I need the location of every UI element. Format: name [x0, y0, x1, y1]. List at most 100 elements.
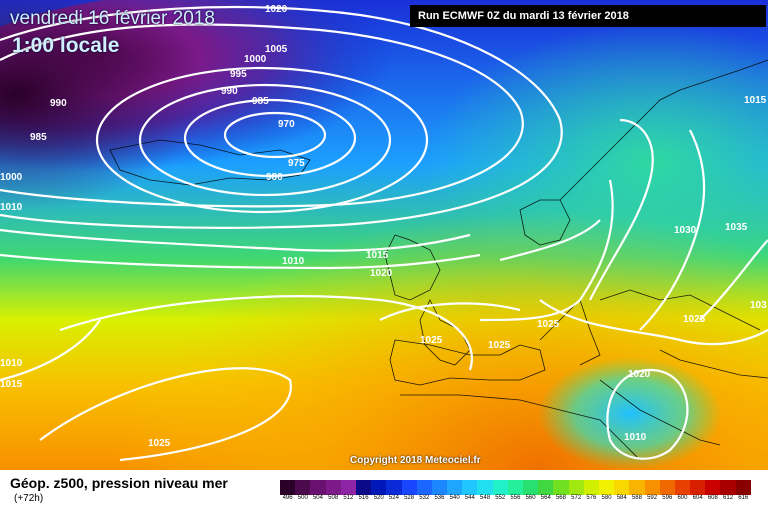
isobar-label: 995 [230, 69, 247, 80]
greece-low-shading [0, 0, 768, 470]
color-legend: 496 500 504 508 512 516 520 524 528 532 536 540 544 5… [280, 480, 751, 501]
isobar-label: 1005 [265, 44, 288, 55]
legend-label: 568 [555, 495, 566, 501]
legend-swatch [629, 480, 645, 495]
legend-swatch [477, 480, 493, 495]
legend-label: 588 [631, 495, 642, 501]
legend-swatches [280, 480, 751, 495]
legend-swatch [705, 480, 721, 495]
forecast-time: 1:00 locale [12, 34, 120, 57]
forecast-range: (+72h) [14, 493, 44, 504]
legend-swatch [735, 480, 751, 495]
legend-label: 552 [495, 495, 506, 501]
isobar-label: 1025 [488, 340, 511, 351]
isobar-label: 990 [50, 98, 67, 109]
legend-label: 536 [434, 495, 445, 501]
legend-swatch [583, 480, 599, 495]
model-run-banner: Run ECMWF 0Z du mardi 13 février 2018 [410, 5, 766, 27]
legend-swatch [416, 480, 432, 495]
legend-swatch [659, 480, 675, 495]
isobar-label: 970 [278, 119, 295, 130]
legend-label: 496 [282, 495, 293, 501]
legend-label: 560 [525, 495, 536, 501]
legend-swatch [614, 480, 630, 495]
legend-swatch [401, 480, 417, 495]
legend-swatch [280, 480, 296, 495]
isobar-label: 1035 [725, 222, 748, 233]
isobar-label: 975 [288, 158, 305, 169]
legend-label: 616 [738, 495, 749, 501]
legend-swatch [644, 480, 660, 495]
isobar-label: 1015 [744, 95, 767, 106]
isobar-label: 1020 [628, 369, 651, 380]
isobar-label: 1015 [366, 250, 389, 261]
copyright-notice: Copyright 2018 Meteociel.fr [350, 455, 481, 466]
isobar-label: 1015 [0, 379, 23, 390]
legend-label: 544 [464, 495, 475, 501]
legend-label: 556 [510, 495, 521, 501]
isobar-label: 1010 [0, 358, 23, 369]
legend-swatch [507, 480, 523, 495]
isobar-label: 985 [252, 96, 269, 107]
coastlines [109, 59, 768, 461]
isobar-label: 1000 [244, 54, 267, 65]
legend-swatch [674, 480, 691, 495]
legend-swatch [538, 480, 554, 495]
isobar-label: 1010 [0, 202, 23, 213]
legend-label: 532 [419, 495, 430, 501]
legend-label: 520 [373, 495, 384, 501]
isobars [0, 5, 768, 462]
legend-swatch [340, 480, 356, 495]
legend-label: 596 [662, 495, 673, 501]
legend-label: 528 [404, 495, 415, 501]
legend-label: 524 [388, 495, 399, 501]
legend-label: 584 [616, 495, 627, 501]
legend-swatch [720, 480, 736, 495]
legend-label: 592 [647, 495, 658, 501]
legend-label: 580 [601, 495, 612, 501]
legend-swatch [690, 480, 706, 495]
isobar-label: 1025 [537, 319, 560, 330]
isobar-label: 1025 [148, 438, 171, 449]
isobar-label: 990 [221, 86, 238, 97]
legend-swatch [553, 480, 569, 495]
legend-label: 508 [328, 495, 339, 501]
isobar-label: 1020 [265, 4, 288, 15]
legend-swatch [325, 480, 341, 495]
legend-label: 512 [343, 495, 354, 501]
legend-swatch [310, 480, 326, 495]
legend-label: 608 [707, 495, 718, 501]
legend-swatch [371, 480, 387, 495]
isobar-label: 1020 [370, 268, 393, 279]
legend-label: 540 [449, 495, 460, 501]
legend-swatch [492, 480, 508, 495]
isobar-label: 980 [266, 172, 283, 183]
legend-swatch [523, 480, 539, 495]
legend-swatch [355, 480, 372, 495]
legend-label: 576 [586, 495, 597, 501]
isobar-label: 1010 [624, 432, 647, 443]
isobar-label: 1010 [282, 256, 305, 267]
isobar-label: 1025 [420, 335, 443, 346]
legend-label: 516 [358, 495, 369, 501]
legend-label: 600 [677, 495, 688, 501]
legend-labels: 496 500 504 508 512 516 520 524 528 532 536 540 544 5… [280, 495, 751, 501]
forecast-map: 1020 1005 1000 995 990 985 990 985 970 9… [0, 0, 768, 470]
legend-swatch [431, 480, 448, 495]
isobar-label: 1000 [0, 172, 23, 183]
isobar-labels: 1020 1005 1000 995 990 985 990 985 970 9… [0, 4, 767, 449]
legend-label: 604 [692, 495, 703, 501]
map-footer: Géop. z500, pression niveau mer (+72h) 4… [0, 470, 768, 512]
legend-swatch [462, 480, 478, 495]
isobar-label: 985 [30, 132, 47, 143]
legend-label: 612 [723, 495, 734, 501]
legend-label: 548 [480, 495, 491, 501]
isobar-label: 1030 [674, 225, 697, 236]
legend-swatch [295, 480, 311, 495]
legend-swatch [598, 480, 615, 495]
isobar-label: 103 [750, 300, 767, 311]
legend-label: 504 [312, 495, 323, 501]
legend-label: 500 [297, 495, 308, 501]
isobar-label: 1025 [683, 314, 706, 325]
